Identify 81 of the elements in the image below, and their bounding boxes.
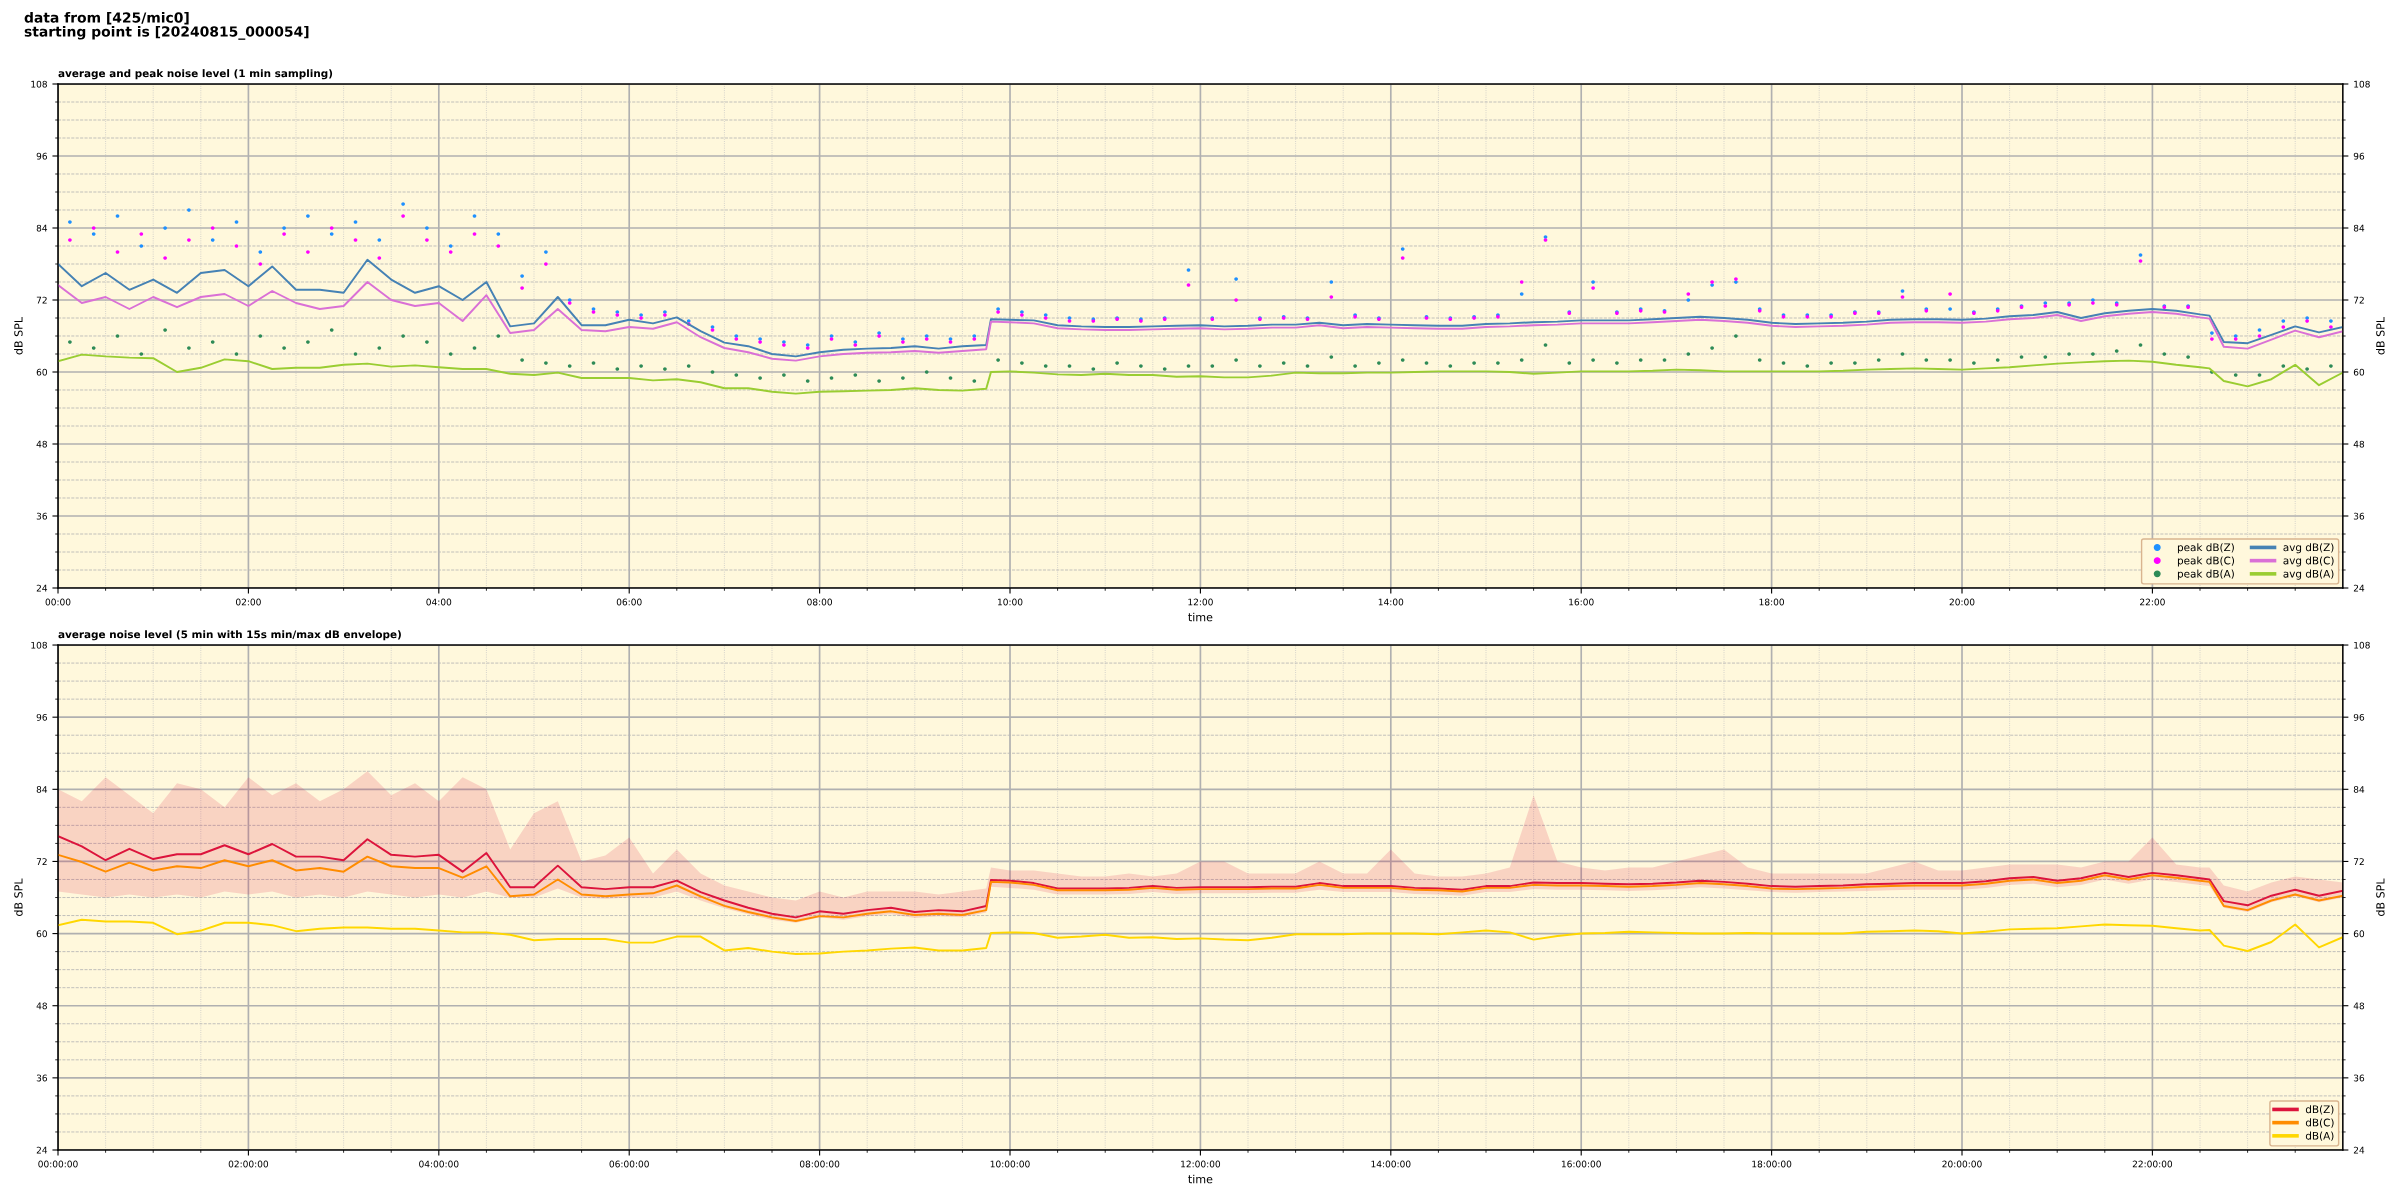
x-tick-label: 22:00 [2140, 598, 2165, 606]
y-tick-label: 108 [31, 641, 47, 649]
x-tick-label: 00:00:00 [38, 1160, 78, 1168]
y2-axis-title: dB SPL [2376, 316, 2385, 355]
x-tick-label: 18:00:00 [1752, 1160, 1792, 1168]
y2-tick-label: 108 [2354, 641, 2370, 649]
x-tick-label: 20:00:00 [1942, 1160, 1982, 1168]
legend-label: peak dB(C) [2177, 556, 2235, 567]
y2-tick-label: 36 [2353, 512, 2365, 520]
x-tick-label: 04:00:00 [419, 1160, 459, 1168]
y2-tick-label: 24 [2353, 584, 2365, 592]
line-series [58, 281, 2343, 362]
y-tick-label: 60 [36, 368, 47, 376]
x-axis-title: time [1188, 612, 1213, 622]
y2-tick-label: 48 [2353, 1002, 2365, 1010]
legend-label: dB(Z) [2305, 1105, 2334, 1115]
y2-tick-label: 36 [2353, 1074, 2365, 1082]
y2-tick-label: 84 [2353, 224, 2365, 232]
y-tick-label: 96 [36, 713, 48, 721]
y2-tick-label: 60 [2353, 368, 2365, 376]
y-tick-label: 24 [36, 1146, 48, 1154]
y2-tick-label: 60 [2353, 930, 2365, 938]
legend-label: avg dB(Z) [2283, 543, 2334, 554]
x-tick-label: 02:00 [235, 598, 261, 606]
legend-label: dB(A) [2305, 1131, 2334, 1141]
y-tick-label: 48 [36, 440, 47, 448]
x-tick-label: 06:00 [616, 598, 642, 606]
x-tick-label: 14:00 [1378, 598, 1404, 606]
y-tick-label: 96 [36, 152, 48, 160]
y-tick-label: 48 [36, 1002, 47, 1010]
y2-tick-label: 48 [2353, 440, 2365, 448]
x-tick-label: 18:00 [1759, 598, 1785, 606]
x-tick-label: 08:00 [807, 598, 833, 606]
text: starting point is [20240815_000054] [24, 25, 309, 40]
y2-axis-title: dB SPL [2376, 878, 2385, 916]
legend-label: avg dB(C) [2283, 556, 2334, 567]
x-tick-label: 02:00:00 [228, 1160, 269, 1168]
y-tick-label: 36 [36, 512, 48, 520]
y2-tick-label: 96 [2353, 152, 2365, 160]
legend-label: dB(C) [2305, 1118, 2334, 1128]
x-tick-label: 16:00 [1569, 598, 1594, 606]
y-tick-label: 84 [36, 786, 48, 793]
y2-tick-label: 72 [2353, 858, 2364, 865]
x-tick-label: 12:00:00 [1181, 1160, 1221, 1168]
line-series [58, 353, 2343, 395]
x-tick-label: 22:00:00 [2132, 1160, 2173, 1168]
line-series [58, 853, 2343, 922]
line-series [58, 258, 2343, 358]
y-tick-label: 24 [36, 584, 48, 592]
y-tick-label: 84 [36, 224, 48, 232]
x-axis-title: time [1188, 1174, 1213, 1184]
text: data from [425/mic0] [24, 12, 189, 25]
y2-tick-label: 24 [2353, 1146, 2365, 1154]
y-tick-label: 108 [31, 80, 47, 88]
y2-tick-label: 72 [2353, 296, 2364, 304]
x-tick-label: 00:00 [45, 598, 71, 606]
x-tick-label: 20:00 [1949, 598, 1975, 606]
y-axis-title: dB SPL [14, 316, 23, 355]
chart-title: average noise level (5 min with 15s min/max dB envelope) [58, 630, 401, 641]
legend-label: peak dB(Z) [2177, 543, 2234, 554]
y-axis-title: dB SPL [14, 878, 23, 916]
x-tick-label: 14:00:00 [1371, 1160, 1411, 1168]
y-tick-label: 36 [36, 1074, 48, 1082]
line-series [58, 835, 2343, 919]
y2-tick-label: 84 [2353, 786, 2365, 793]
y2-tick-label: 96 [2353, 713, 2365, 721]
x-tick-label: 12:00 [1188, 598, 1213, 606]
legend-label: peak dB(A) [2177, 569, 2234, 580]
y-tick-label: 72 [36, 296, 47, 304]
x-tick-label: 08:00:00 [799, 1160, 840, 1168]
x-tick-label: 04:00 [426, 598, 452, 606]
legend-label: avg dB(A) [2283, 569, 2334, 580]
chart-title: average and peak noise level (1 min sampling) [58, 69, 333, 80]
y2-tick-label: 108 [2354, 80, 2370, 88]
y-tick-label: 72 [36, 858, 47, 865]
x-tick-label: 06:00:00 [609, 1160, 649, 1168]
line-series [58, 918, 2343, 955]
y-tick-label: 60 [36, 930, 47, 938]
x-tick-label: 16:00:00 [1561, 1160, 1601, 1168]
x-tick-label: 10:00:00 [990, 1160, 1030, 1168]
x-tick-label: 10:00 [997, 598, 1023, 606]
